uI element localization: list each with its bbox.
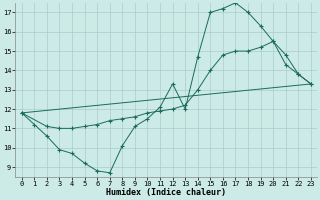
X-axis label: Humidex (Indice chaleur): Humidex (Indice chaleur)	[106, 188, 226, 197]
